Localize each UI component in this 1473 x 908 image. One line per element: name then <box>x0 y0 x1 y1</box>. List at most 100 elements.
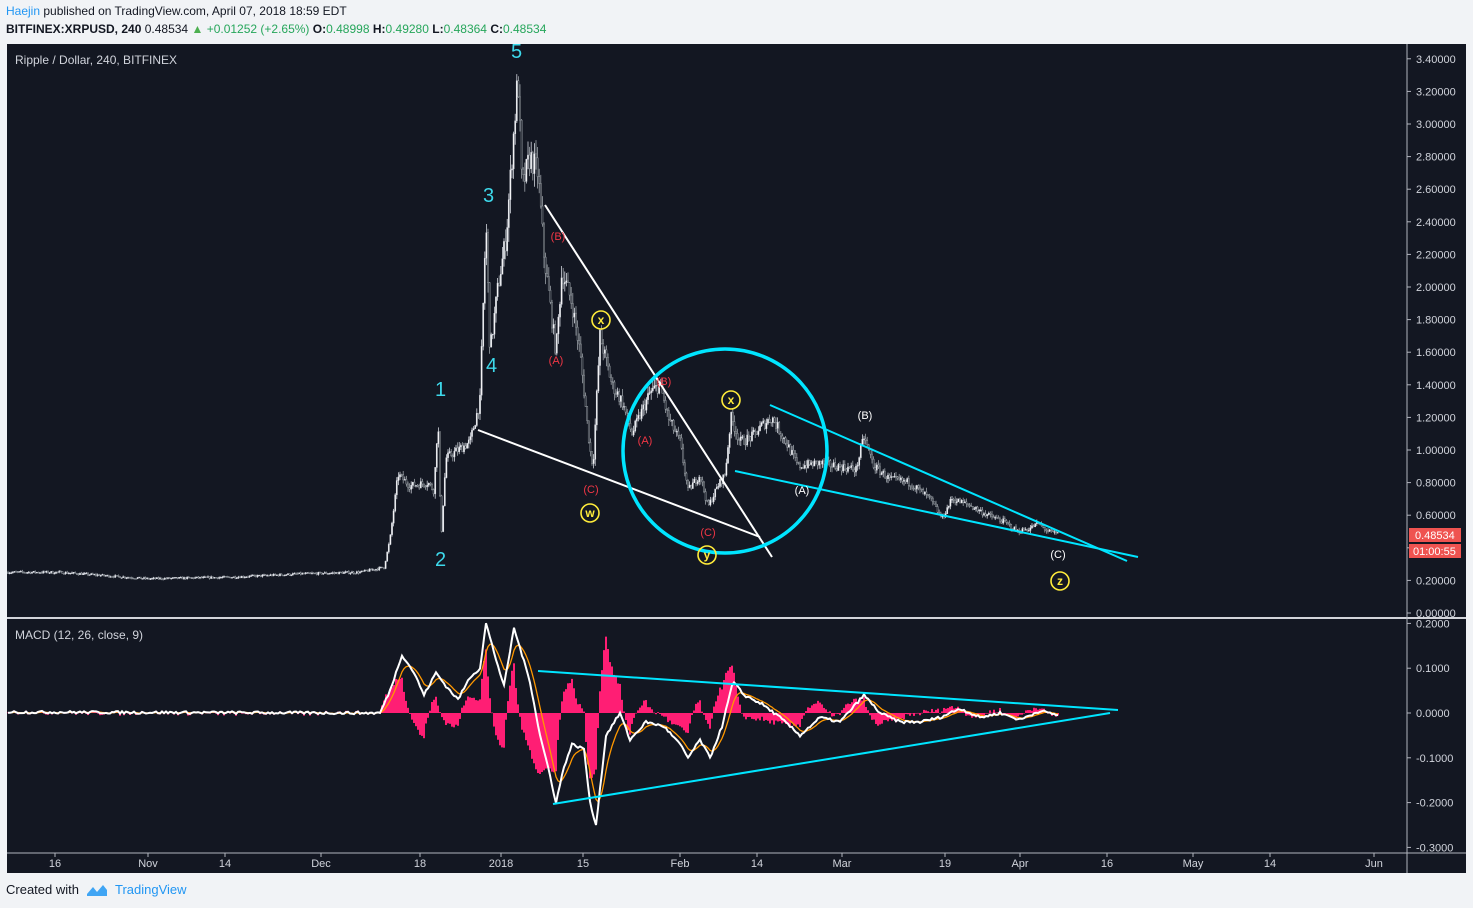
macd-histogram-bar <box>443 713 445 721</box>
candle-body <box>112 576 115 578</box>
candle-body <box>725 462 728 476</box>
candle-body <box>487 232 489 283</box>
candle-body <box>424 485 427 488</box>
macd-histogram-bar <box>573 688 575 713</box>
time-tick-label: 18 <box>414 858 426 870</box>
candle-body <box>461 445 464 453</box>
candle-body <box>443 477 446 506</box>
candle-body <box>739 436 742 441</box>
candle-body <box>67 572 70 575</box>
candle-body <box>498 282 501 286</box>
candle-body <box>7 572 9 574</box>
candle-body <box>674 429 677 432</box>
candle-body <box>642 404 645 410</box>
candle-body <box>995 517 998 519</box>
macd-histogram-bar <box>879 713 881 725</box>
macd-histogram-bar <box>561 701 563 713</box>
macd-histogram-bar <box>635 712 637 714</box>
candle-body <box>1050 529 1053 531</box>
price-pane[interactable] <box>7 44 1407 617</box>
macd-tick-label: 0.1000 <box>1416 663 1450 675</box>
candle-body <box>871 453 873 460</box>
candle-body <box>811 462 814 467</box>
candle-body <box>215 577 217 579</box>
macd-axis-panel[interactable] <box>1407 619 1466 853</box>
candle-body <box>685 472 688 481</box>
candle-body <box>75 572 78 575</box>
macd-histogram-bar <box>537 713 539 774</box>
macd-histogram-bar <box>875 713 877 724</box>
candle-body <box>304 572 307 575</box>
candle-body <box>607 357 609 367</box>
macd-histogram-bar <box>985 713 987 714</box>
candle-body <box>106 574 109 577</box>
macd-histogram-bar <box>705 713 707 720</box>
candle-body <box>90 573 93 575</box>
candle-body <box>909 485 912 487</box>
candle-body <box>256 574 259 577</box>
macd-histogram-bar <box>833 713 835 717</box>
candle-body <box>407 483 409 488</box>
macd-histogram-bar <box>659 713 661 715</box>
macd-histogram-bar <box>809 707 811 713</box>
candle-body <box>930 495 933 499</box>
candle-body <box>669 419 672 421</box>
macd-histogram-bar <box>735 685 737 713</box>
time-tick-label: 14 <box>751 858 763 870</box>
macd-histogram-bar <box>1023 713 1025 714</box>
candle-body <box>615 393 617 395</box>
candle-body <box>423 483 425 487</box>
candle-body <box>227 576 230 578</box>
macd-histogram-bar <box>539 713 541 774</box>
macd-histogram-bar <box>825 709 827 713</box>
macd-histogram-bar <box>1011 713 1013 717</box>
macd-histogram-bar <box>965 713 967 716</box>
candle-body <box>784 437 787 444</box>
candle-body <box>1008 522 1011 525</box>
macd-histogram-bar <box>581 708 583 713</box>
candle-body <box>827 460 830 462</box>
macd-histogram-bar <box>695 703 697 713</box>
candle-body <box>167 577 169 579</box>
candle-body <box>775 422 777 429</box>
candle-body <box>915 485 918 490</box>
tradingview-logo-icon[interactable] <box>85 883 109 897</box>
macd-histogram-bar <box>869 713 871 716</box>
macd-pane[interactable] <box>7 619 1407 853</box>
candle-body <box>648 392 651 394</box>
cyan-wedge-lower <box>734 470 1139 558</box>
candle-body <box>408 487 411 490</box>
macd-histogram-bar <box>771 713 773 721</box>
macd-histogram-bar <box>433 699 435 713</box>
candle-body <box>987 512 990 515</box>
macd-histogram-bar <box>1021 713 1023 715</box>
candle-body <box>410 485 413 490</box>
candle-body <box>903 479 905 482</box>
time-axis-panel[interactable] <box>7 853 1466 873</box>
candle-body <box>98 574 101 577</box>
candle-body <box>210 576 213 579</box>
candle-body <box>727 447 729 464</box>
macd-histogram-bar <box>899 713 901 719</box>
macd-histogram-bar <box>495 713 497 736</box>
tradingview-link[interactable]: TradingView <box>114 882 187 897</box>
cyan-wedge-upper <box>769 404 1128 562</box>
candle-body <box>951 499 953 501</box>
candle-body <box>587 420 590 443</box>
price-axis-panel[interactable] <box>1407 44 1466 617</box>
candle-body <box>506 227 509 252</box>
candle-body <box>400 474 403 476</box>
candle-body <box>259 574 262 577</box>
candle-body <box>528 154 531 170</box>
candle-body <box>199 576 201 579</box>
candle-body <box>731 412 734 422</box>
macd-histogram-bar <box>693 710 695 713</box>
candle-body <box>218 577 221 579</box>
author-link[interactable]: Haejin <box>6 4 41 18</box>
macd-histogram-bar <box>791 713 793 723</box>
macd-histogram-bar <box>475 700 477 713</box>
candle-body <box>434 467 437 495</box>
candle-body <box>291 573 294 576</box>
candle-body <box>355 571 358 574</box>
